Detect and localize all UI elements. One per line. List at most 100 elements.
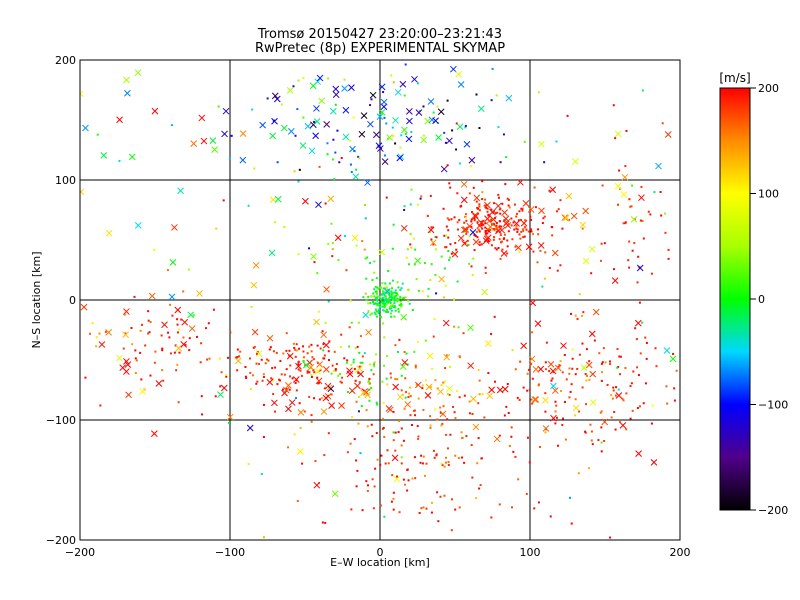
data-point — [247, 462, 250, 465]
data-point — [384, 297, 387, 300]
data-point — [373, 288, 376, 291]
data-point — [409, 394, 412, 397]
data-point-x — [534, 320, 542, 327]
data-point — [400, 389, 403, 392]
data-point — [641, 89, 644, 92]
data-point — [123, 313, 126, 316]
data-point — [413, 456, 416, 459]
data-point — [322, 357, 325, 360]
data-point — [432, 111, 435, 114]
data-point-x — [266, 334, 274, 342]
data-point — [252, 346, 255, 349]
data-point — [376, 295, 379, 298]
data-point — [465, 219, 468, 222]
data-point — [384, 302, 387, 305]
data-point — [392, 491, 395, 494]
data-point-x — [123, 358, 130, 365]
data-point — [429, 386, 432, 389]
data-point — [366, 489, 369, 492]
data-point — [602, 347, 605, 350]
data-point — [413, 263, 416, 266]
data-point — [281, 388, 284, 391]
data-point — [434, 248, 437, 251]
data-point — [498, 208, 501, 211]
data-point — [478, 230, 481, 233]
data-point — [590, 439, 593, 442]
data-point — [472, 257, 475, 260]
data-point — [334, 151, 337, 154]
data-point — [370, 369, 373, 372]
data-point — [377, 304, 380, 307]
data-point — [624, 221, 627, 224]
data-point — [369, 302, 372, 305]
data-point — [394, 142, 397, 145]
data-point — [568, 372, 571, 375]
data-point — [484, 232, 487, 235]
data-point-x — [125, 391, 132, 399]
data-point — [414, 366, 417, 369]
data-point — [400, 444, 403, 447]
data-point — [362, 296, 365, 299]
data-point — [134, 357, 137, 360]
data-point-x — [460, 180, 468, 188]
data-point — [428, 231, 431, 234]
data-point-x — [615, 392, 623, 399]
data-point — [323, 354, 326, 357]
data-point — [188, 349, 191, 352]
data-point — [430, 226, 433, 229]
data-point — [365, 480, 368, 483]
data-point — [422, 455, 425, 458]
data-point-x — [438, 275, 445, 283]
data-point — [415, 383, 418, 386]
data-point-x — [287, 128, 295, 135]
data-point — [287, 446, 290, 449]
data-point — [380, 454, 383, 457]
data-point — [510, 426, 513, 429]
data-point — [379, 463, 382, 466]
data-point — [435, 292, 438, 295]
data-point — [531, 331, 534, 334]
data-point — [301, 462, 304, 465]
data-point — [484, 271, 487, 274]
data-point — [527, 368, 530, 371]
data-point-x — [299, 142, 307, 149]
data-point — [371, 301, 374, 304]
data-point — [539, 249, 542, 252]
data-point — [296, 108, 299, 111]
data-point — [394, 378, 397, 381]
data-point-x — [439, 410, 447, 418]
data-point — [355, 168, 358, 171]
data-point-x — [327, 385, 335, 393]
data-point — [378, 295, 381, 298]
data-point-x — [313, 105, 320, 112]
data-point-x — [296, 448, 304, 455]
data-point-x — [570, 212, 578, 220]
data-point — [430, 511, 433, 514]
data-point-x — [322, 366, 330, 373]
data-point — [131, 343, 134, 346]
data-point — [382, 401, 385, 404]
data-point — [531, 377, 534, 380]
data-point — [478, 393, 481, 396]
data-point — [460, 204, 463, 207]
data-point — [357, 395, 360, 398]
data-point — [631, 184, 634, 187]
data-point — [392, 431, 395, 434]
data-point-x — [348, 387, 356, 395]
data-point — [448, 218, 451, 221]
data-point-x — [513, 220, 520, 227]
data-point — [400, 374, 403, 377]
data-point — [491, 67, 494, 70]
data-point — [533, 507, 536, 510]
data-point — [522, 236, 525, 239]
data-point — [498, 225, 501, 228]
data-point-x — [378, 83, 386, 91]
data-point — [468, 262, 471, 265]
data-point — [327, 77, 330, 80]
data-point — [548, 267, 551, 270]
data-point — [338, 373, 341, 376]
data-point — [444, 367, 447, 370]
data-point — [350, 508, 353, 511]
data-point — [480, 457, 483, 460]
data-point — [310, 373, 313, 376]
